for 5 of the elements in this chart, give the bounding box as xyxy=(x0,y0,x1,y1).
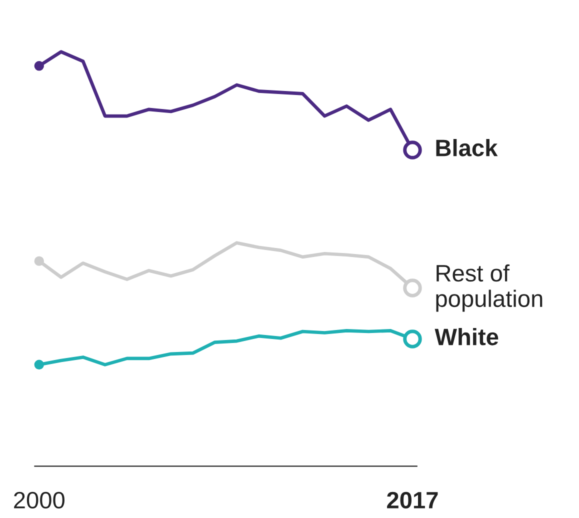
x-tick-label: 2000 xyxy=(14,492,64,509)
series-label: White xyxy=(434,328,498,346)
series-label: Rest of population xyxy=(436,264,542,312)
x-tick-label: 2017 xyxy=(387,492,438,509)
series-label: Black xyxy=(436,139,498,156)
